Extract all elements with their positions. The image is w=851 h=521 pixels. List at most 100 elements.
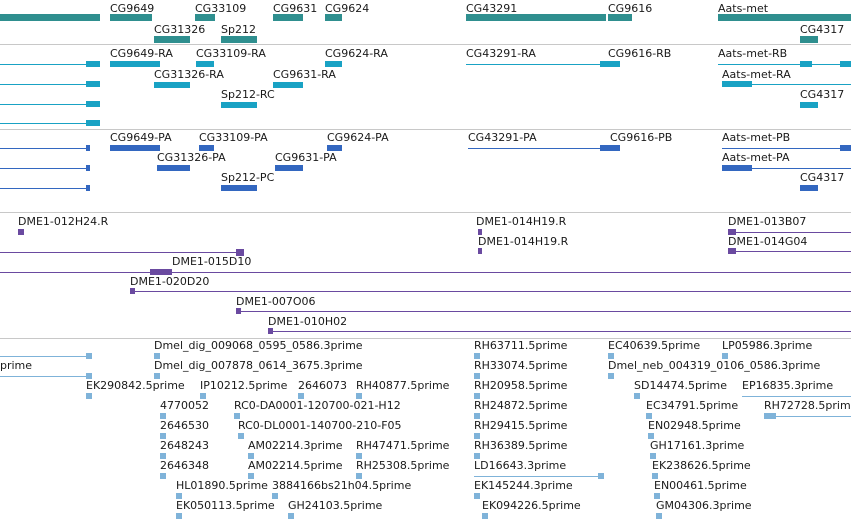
gene-feature[interactable] [608,14,632,21]
protein-label[interactable]: CG9649-PA [110,131,172,144]
transcript-exon[interactable] [325,61,342,67]
est-block[interactable] [650,453,656,459]
est-block[interactable] [234,413,240,419]
est-block[interactable] [356,393,362,399]
est-label[interactable]: RH36389.5prime [474,439,568,452]
protein-label[interactable]: CG9631-PA [275,151,337,164]
est-block[interactable] [86,393,92,399]
bac-clone-label[interactable]: DME1-007O06 [236,295,316,308]
protein-label[interactable]: Sp212-PC [221,171,275,184]
transcript-label[interactable]: CG33109-RA [196,47,266,60]
bac-clone-end[interactable] [236,308,241,314]
est-label[interactable]: prime [0,359,33,372]
bac-clone-label[interactable]: DME1-013B07 [728,215,807,228]
gene-label[interactable]: CG4317 [800,23,845,36]
est-label[interactable]: EK050113.5prime [176,499,275,512]
est-label[interactable]: EC34791.5prime [646,399,739,412]
est-label[interactable]: 2648243 [160,439,209,452]
est-label[interactable]: LP05986.3prime [722,339,813,352]
est-block[interactable] [160,473,166,479]
gene-label[interactable]: CG9624 [325,2,370,15]
est-label[interactable]: RH24872.5prime [474,399,568,412]
gene-label[interactable]: CG9631 [273,2,318,15]
transcript-exon[interactable] [600,61,620,67]
bac-clone-label[interactable]: DME1-012H24.R [18,215,109,228]
protein-exon[interactable] [221,185,257,191]
est-label[interactable]: RH72728.5prime [764,399,851,412]
gene-feature[interactable] [221,36,257,43]
est-block[interactable] [272,493,278,499]
protein-exon[interactable] [199,145,214,151]
protein-exon[interactable] [800,185,818,191]
est-block[interactable] [474,433,480,439]
est-block[interactable] [160,453,166,459]
gene-label[interactable]: Sp212 [221,23,256,36]
est-label[interactable]: HL01890.5prime [176,479,268,492]
gene-feature[interactable] [195,14,215,21]
bac-clone-end[interactable] [478,229,482,235]
est-label[interactable]: EC40639.5prime [608,339,701,352]
est-block[interactable] [474,393,480,399]
est-label[interactable]: RH63711.5prime [474,339,568,352]
gene-feature[interactable] [0,14,100,21]
gene-label[interactable]: CG33109 [195,2,247,15]
est-block[interactable] [154,353,160,359]
est-label[interactable]: EK094226.5prime [482,499,581,512]
gene-feature[interactable] [466,14,606,21]
transcript-label[interactable]: Sp212-RC [221,88,275,101]
est-label[interactable]: Dmel_dig_007878_0614_3675.3prime [154,359,363,372]
est-block[interactable] [474,353,480,359]
est-label[interactable]: RH29415.5prime [474,419,568,432]
bac-clone-end[interactable] [150,269,172,275]
protein-label[interactable]: CG4317 [800,171,845,184]
est-block[interactable] [608,353,614,359]
transcript-label[interactable]: Aats-met-RB [718,47,788,60]
est-label[interactable]: EK145244.3prime [474,479,573,492]
gene-feature[interactable] [273,14,303,21]
est-label[interactable]: EP16835.3prime [742,379,834,392]
bac-clone-end[interactable] [478,248,482,254]
est-block[interactable] [160,413,166,419]
transcript-exon[interactable] [110,61,160,67]
gene-feature[interactable] [110,14,152,21]
gene-feature[interactable] [800,36,818,43]
est-label[interactable]: IP10212.5prime [200,379,288,392]
bac-clone-label[interactable]: DME1-014H19.R [478,235,569,248]
protein-exon[interactable] [86,165,90,171]
est-block[interactable] [86,353,92,359]
transcript-exon[interactable] [86,81,100,87]
est-block[interactable] [764,413,776,419]
est-block[interactable] [654,493,660,499]
protein-label[interactable]: CG33109-PA [199,131,268,144]
est-block[interactable] [356,453,362,459]
gene-label[interactable]: CG31326 [154,23,206,36]
protein-exon[interactable] [86,185,90,191]
est-block[interactable] [652,473,658,479]
gene-label[interactable]: CG9649 [110,2,155,15]
est-block[interactable] [634,393,640,399]
protein-label[interactable]: Aats-met-PA [722,151,790,164]
protein-label[interactable]: CG31326-PA [157,151,226,164]
transcript-exon[interactable] [273,82,303,88]
est-label[interactable]: SD14474.5prime [634,379,727,392]
est-label[interactable]: RH40877.5prime [356,379,450,392]
est-block[interactable] [248,453,254,459]
transcript-label[interactable]: CG9631-RA [273,68,336,81]
gene-feature[interactable] [154,36,190,43]
transcript-exon[interactable] [154,82,190,88]
est-label[interactable]: Dmel_dig_009068_0595_0586.3prime [154,339,363,352]
bac-clone-end[interactable] [18,229,24,235]
est-block[interactable] [722,353,728,359]
bac-clone-label[interactable]: DME1-015D10 [172,255,252,268]
est-block[interactable] [176,493,182,499]
transcript-label[interactable]: CG9649-RA [110,47,173,60]
protein-label[interactable]: CG9624-PA [327,131,389,144]
est-label[interactable]: RH47471.5prime [356,439,450,452]
gene-label[interactable]: CG43291 [466,2,518,15]
est-block[interactable] [200,393,206,399]
transcript-label[interactable]: CG9616-RB [608,47,672,60]
protein-exon[interactable] [275,165,303,171]
bac-clone-end[interactable] [236,249,244,256]
est-block[interactable] [238,433,244,439]
est-block[interactable] [298,393,304,399]
